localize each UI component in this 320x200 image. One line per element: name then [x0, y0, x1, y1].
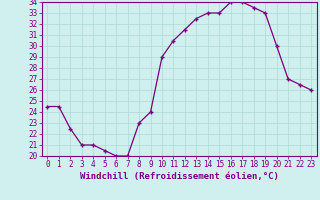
X-axis label: Windchill (Refroidissement éolien,°C): Windchill (Refroidissement éolien,°C) — [80, 172, 279, 181]
